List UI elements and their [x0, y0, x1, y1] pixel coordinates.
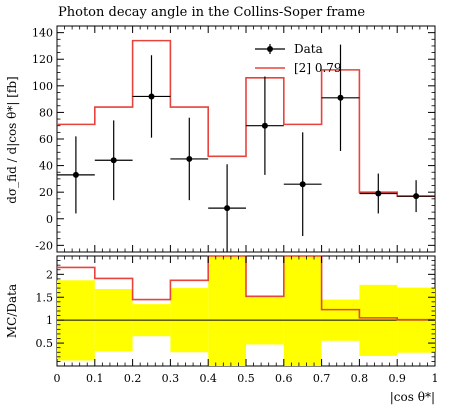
x-axis: 0 0.1 0.2 0.3 0.4 0.5 0.6 0.7 0.8 0.9 1: [54, 26, 439, 385]
legend: Data [2] 0.79: [255, 42, 342, 75]
x-tick-label: 0.4: [199, 372, 217, 385]
x-tick-label: 0.2: [124, 372, 142, 385]
data-point: [148, 93, 155, 100]
data-point: [375, 190, 382, 197]
ratio-band-bin: [283, 256, 322, 366]
x-tick-label: 0.8: [351, 372, 369, 385]
data-point: [110, 157, 117, 164]
x-tick-label: 1: [432, 372, 439, 385]
ratio-y-axis: 0.5 1 1.5 2: [36, 260, 435, 362]
x-tick-label: 0.3: [162, 372, 180, 385]
ratio-y-tick-label: 1: [46, 314, 53, 327]
data-point: [299, 181, 306, 188]
ratio-y-tick-label: 0.5: [36, 337, 54, 350]
legend-data-label: Data: [294, 42, 323, 56]
main-y-tick-label: 80: [39, 106, 53, 119]
x-tick-label: 0.9: [388, 372, 406, 385]
x-tick-label: 0.1: [86, 372, 104, 385]
main-y-tick-label: 60: [39, 133, 53, 146]
data-point: [413, 193, 420, 200]
main-y-tick-label: 100: [32, 80, 53, 93]
ratio-mc-step: [57, 255, 435, 321]
data-point: [337, 94, 344, 101]
x-axis-label: |cos θ*|: [390, 390, 435, 404]
x-tick-label: 0.6: [275, 372, 293, 385]
main-y-axis-label: dσ_fid / d|cos θ*| [fb]: [5, 76, 19, 203]
data-point: [72, 171, 79, 178]
data-point: [224, 205, 231, 212]
x-tick-label: 0.5: [237, 372, 255, 385]
data-point: [186, 155, 193, 162]
ratio-y-tick-label: 1.5: [36, 291, 54, 304]
legend-data-marker: [267, 46, 273, 52]
ratio-y-tick-label: 2: [46, 268, 53, 281]
main-y-tick-label: 140: [32, 27, 53, 40]
ratio-mc-line: [57, 255, 435, 321]
ratio-band-bin: [208, 256, 246, 366]
main-y-tick-label: 0: [46, 213, 53, 226]
main-y-tick-label: -20: [35, 239, 53, 252]
x-tick-label: 0.7: [313, 372, 331, 385]
data-series: [57, 44, 435, 252]
main-y-tick-label: 40: [39, 160, 53, 173]
ratio-y-axis-label: MC/Data: [5, 284, 19, 338]
x-tick-label: 0: [54, 372, 61, 385]
main-y-axis: -20 0 20 40 60 80 100 120 140: [32, 27, 435, 252]
main-y-tick-label: 120: [32, 53, 53, 66]
main-y-tick-label: 20: [39, 186, 53, 199]
legend-mc-label: [2] 0.79: [294, 61, 342, 75]
data-point: [261, 122, 268, 129]
chart-title: Photon decay angle in the Collins-Soper …: [58, 5, 365, 20]
